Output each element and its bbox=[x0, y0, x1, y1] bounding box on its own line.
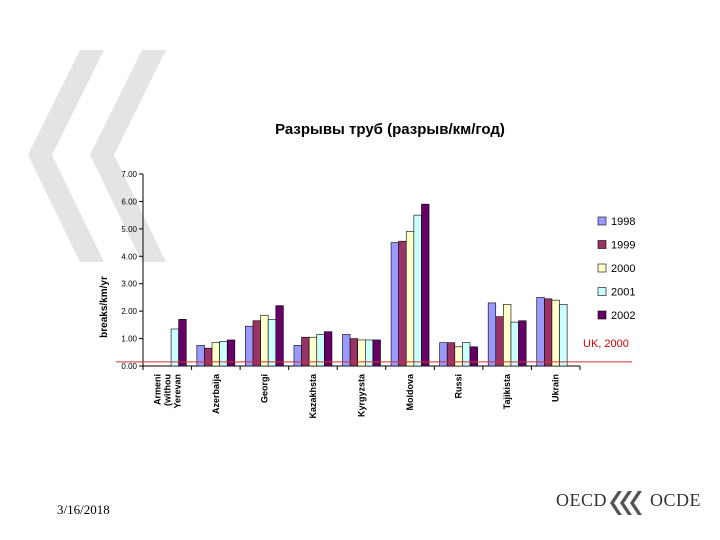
bar bbox=[342, 334, 351, 367]
bar bbox=[487, 302, 497, 367]
bar bbox=[372, 339, 381, 367]
bar bbox=[551, 299, 560, 367]
legend-label: 1999 bbox=[611, 240, 635, 252]
chevron-shape-right bbox=[90, 50, 166, 262]
legend-swatch bbox=[597, 216, 607, 226]
bar bbox=[390, 242, 399, 367]
category-label: Kazakhsta bbox=[308, 373, 318, 419]
bar bbox=[510, 321, 519, 367]
bar bbox=[252, 320, 261, 367]
y-tick-label: 3.00 bbox=[121, 280, 137, 289]
bars: UK, 2000 bbox=[116, 203, 632, 367]
bar bbox=[211, 342, 220, 367]
y-tick-label: 5.00 bbox=[121, 225, 137, 234]
bar bbox=[178, 319, 187, 367]
bar bbox=[316, 334, 325, 367]
bar bbox=[413, 214, 422, 367]
bar bbox=[275, 305, 284, 367]
logo-text-right: OCDE bbox=[650, 490, 701, 510]
bar bbox=[518, 320, 527, 367]
bar bbox=[204, 347, 213, 367]
bar bbox=[559, 303, 568, 367]
category-label: Georgi bbox=[259, 374, 269, 403]
y-tick-label: 2.00 bbox=[121, 307, 137, 316]
bar bbox=[293, 345, 302, 367]
category-label: Russi bbox=[454, 374, 464, 399]
y-tick-label: 7.00 bbox=[121, 170, 137, 179]
bar bbox=[245, 325, 254, 367]
bar bbox=[462, 342, 471, 367]
legend-swatch bbox=[597, 287, 607, 296]
bar bbox=[260, 314, 269, 367]
legend-swatch bbox=[597, 240, 607, 249]
category-label: Tajikista bbox=[502, 373, 512, 409]
bar bbox=[421, 203, 430, 367]
bar bbox=[536, 297, 545, 367]
legend-swatch bbox=[597, 310, 607, 320]
oecd-logo: OECD OCDE bbox=[556, 485, 704, 521]
legend-label: 2002 bbox=[611, 310, 635, 322]
bar bbox=[226, 339, 236, 367]
bar bbox=[324, 331, 333, 367]
y-tick-label: 0.00 bbox=[121, 362, 137, 371]
chevron-shape-left bbox=[28, 50, 104, 262]
slide-date: 3/16/2018 bbox=[57, 502, 110, 517]
legend-label: 2000 bbox=[611, 263, 635, 275]
logo-text-left: OECD bbox=[556, 490, 607, 510]
logo-chevron-icon bbox=[610, 491, 642, 515]
category-label: Moldova bbox=[405, 373, 415, 410]
chart-title: Разрывы труб (разрыв/км/год) bbox=[275, 121, 505, 138]
bar bbox=[267, 319, 277, 367]
category-label: Yerevan bbox=[172, 374, 182, 409]
legend: 1998 1999 2000 2001 2002 bbox=[597, 216, 635, 322]
bar bbox=[405, 231, 415, 367]
bar bbox=[503, 303, 512, 367]
y-axis-label: breaks/km/yr bbox=[99, 276, 110, 338]
bar bbox=[398, 240, 407, 367]
bar bbox=[495, 316, 504, 367]
y-tick-label: 6.00 bbox=[121, 197, 137, 206]
category-labels: Armeni (withou Yerevan Azerbaija Georgi Kazak… bbox=[152, 373, 560, 419]
legend-swatch bbox=[597, 263, 607, 273]
bar bbox=[196, 345, 205, 367]
category-label: (withou bbox=[162, 374, 172, 406]
bar bbox=[544, 298, 553, 367]
y-tick-label: 1.00 bbox=[121, 335, 137, 344]
bar bbox=[446, 342, 456, 367]
category-label: Azerbaija bbox=[211, 373, 221, 414]
category-label: Armeni bbox=[152, 374, 162, 405]
category-label: Ukrain bbox=[551, 374, 561, 402]
y-tick-label: 4.00 bbox=[121, 252, 137, 261]
bar bbox=[439, 342, 448, 367]
legend-label: 1998 bbox=[611, 216, 635, 228]
legend-label: 2001 bbox=[611, 287, 635, 299]
bar bbox=[170, 328, 179, 367]
bar bbox=[469, 346, 478, 367]
bar bbox=[454, 346, 463, 367]
reference-label: UK, 2000 bbox=[583, 338, 629, 350]
category-label: Kyrgyzsta bbox=[357, 373, 367, 417]
